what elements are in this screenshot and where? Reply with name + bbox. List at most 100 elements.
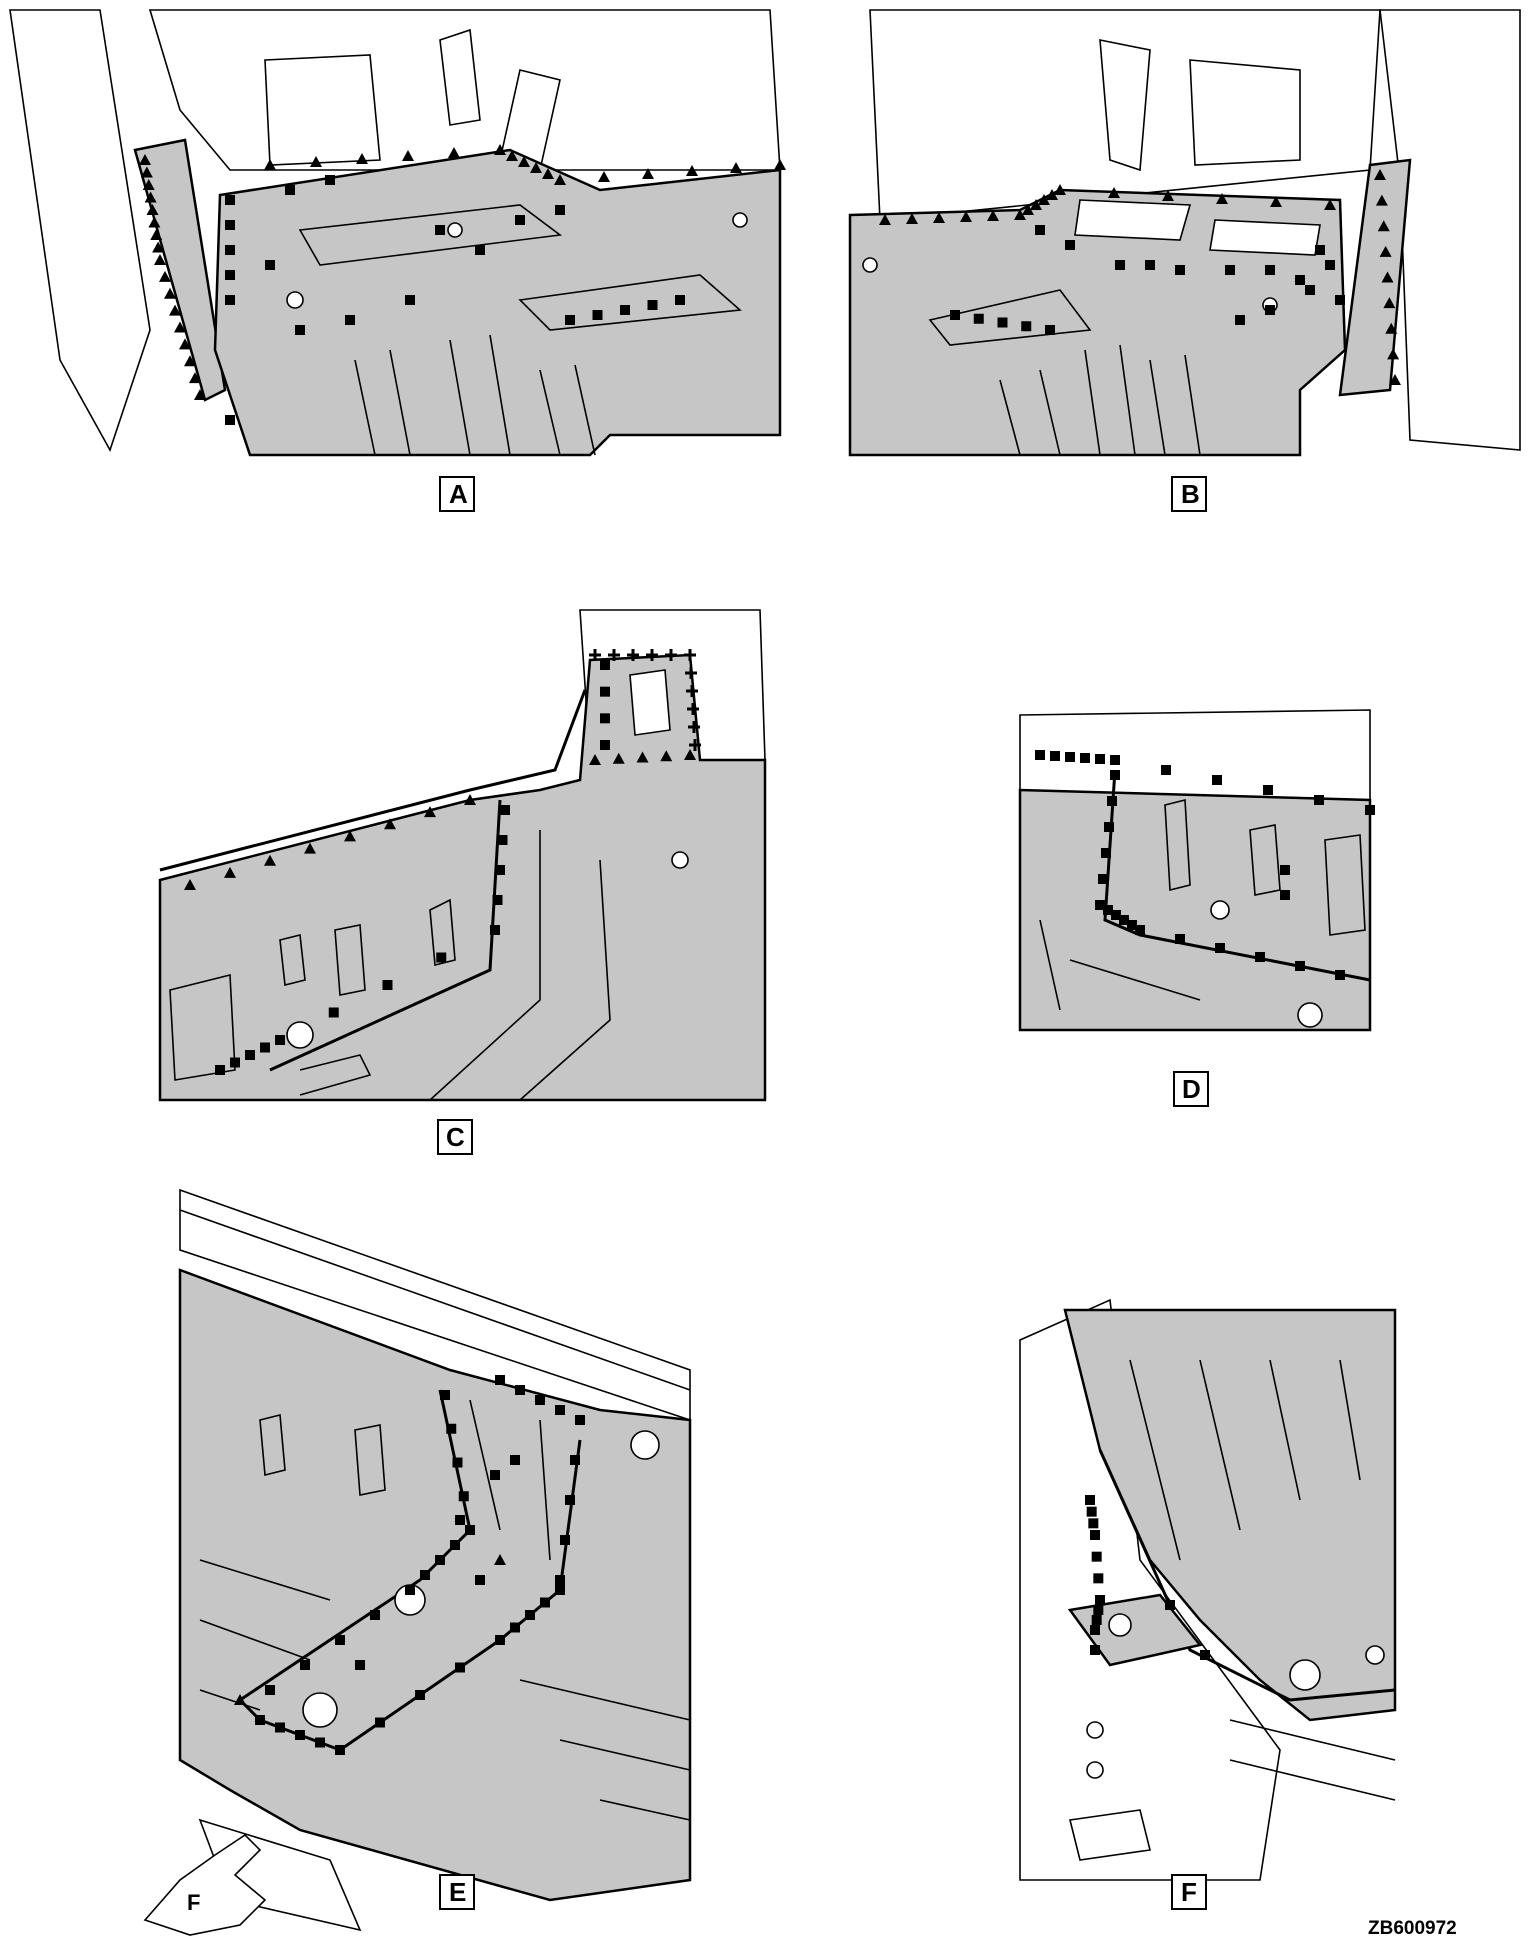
reference-code: ZB600972 — [1368, 1918, 1457, 1939]
triangle-marker — [164, 287, 176, 299]
square-marker — [1090, 1625, 1100, 1635]
square-marker — [492, 895, 503, 905]
square-marker — [490, 1470, 500, 1480]
square-marker — [1098, 874, 1108, 884]
square-marker — [490, 925, 500, 935]
triangle-marker — [152, 241, 165, 253]
triangle-marker — [686, 165, 698, 176]
square-marker — [1101, 848, 1111, 858]
square-marker — [1091, 1551, 1102, 1562]
triangle-marker — [642, 168, 654, 179]
triangle-marker — [933, 212, 945, 223]
square-marker — [285, 185, 295, 195]
square-marker — [570, 1455, 580, 1465]
square-marker — [275, 1035, 285, 1045]
square-marker — [1104, 822, 1114, 832]
triangle-marker — [636, 751, 649, 763]
triangle-marker — [1038, 194, 1050, 205]
square-marker — [555, 1585, 565, 1595]
square-marker — [295, 1730, 305, 1740]
square-marker — [535, 1395, 545, 1405]
cross-marker — [646, 649, 658, 661]
triangle-marker — [1387, 348, 1400, 360]
square-marker — [1115, 260, 1125, 270]
triangle-marker — [264, 854, 276, 866]
square-marker — [1165, 1600, 1175, 1610]
square-marker — [500, 805, 510, 815]
square-marker — [230, 1057, 240, 1068]
triangle-marker — [1054, 184, 1066, 195]
square-marker — [1325, 260, 1335, 270]
square-marker — [560, 1535, 570, 1545]
square-marker — [260, 1042, 270, 1053]
triangle-marker — [174, 321, 186, 333]
square-marker — [415, 1690, 425, 1700]
cross-marker — [687, 703, 699, 715]
square-marker — [495, 1375, 505, 1385]
triangle-marker — [1108, 187, 1120, 198]
svg-text:B: B — [1181, 479, 1200, 509]
triangle-marker — [1377, 220, 1390, 232]
triangle-marker — [542, 168, 554, 179]
square-marker — [215, 1065, 225, 1075]
triangle-marker — [660, 750, 673, 762]
square-marker — [300, 1660, 310, 1670]
triangle-marker — [184, 879, 196, 890]
triangle-marker — [402, 150, 414, 161]
square-marker — [1103, 905, 1113, 915]
square-marker — [450, 1540, 460, 1550]
square-marker — [1045, 325, 1055, 335]
square-marker — [1080, 753, 1090, 763]
triangle-marker — [304, 842, 316, 854]
square-marker — [1225, 265, 1235, 275]
square-marker — [435, 1555, 445, 1565]
panel-label-f: F — [1171, 1874, 1207, 1910]
square-marker — [1135, 925, 1145, 935]
square-marker — [452, 1457, 463, 1468]
square-marker — [555, 205, 565, 215]
view-arrow-hand: F — [143, 1833, 267, 1936]
square-marker — [1095, 754, 1105, 764]
square-marker — [575, 1415, 585, 1425]
cross-marker — [685, 667, 697, 679]
square-marker — [1200, 1650, 1210, 1660]
square-marker — [1090, 1530, 1100, 1540]
square-marker — [1235, 315, 1245, 325]
square-marker — [440, 1390, 450, 1400]
square-marker — [225, 415, 235, 425]
square-marker — [1110, 770, 1120, 780]
cross-marker — [665, 649, 677, 661]
cross-marker — [608, 649, 620, 661]
square-marker — [1280, 890, 1290, 900]
triangle-marker — [1270, 196, 1282, 207]
square-marker — [1127, 920, 1137, 930]
square-marker — [1091, 1615, 1102, 1625]
triangle-marker — [384, 818, 396, 830]
square-marker — [1365, 805, 1375, 815]
square-marker — [600, 713, 610, 724]
sealer-markers — [139, 144, 1401, 1755]
triangle-marker — [1324, 199, 1336, 210]
cross-marker — [689, 739, 701, 751]
triangle-marker — [1381, 271, 1394, 283]
triangle-marker — [684, 749, 696, 760]
square-marker — [540, 1597, 550, 1608]
square-marker — [225, 245, 235, 255]
panel-label-b: B — [1171, 476, 1207, 512]
panel-e-illustration — [178, 1188, 692, 1932]
cross-marker — [686, 685, 698, 697]
square-marker — [475, 1575, 485, 1585]
square-marker — [225, 195, 235, 205]
square-marker — [345, 315, 355, 325]
square-marker — [275, 1722, 285, 1733]
square-marker — [1263, 785, 1273, 795]
triangle-marker — [344, 830, 356, 842]
square-marker — [1215, 943, 1225, 953]
square-marker — [455, 1662, 465, 1673]
square-marker — [405, 295, 415, 305]
triangle-marker — [518, 156, 530, 167]
square-marker — [1265, 265, 1275, 275]
square-marker — [1090, 1645, 1100, 1655]
triangle-marker — [169, 304, 181, 316]
square-marker — [1035, 750, 1045, 760]
